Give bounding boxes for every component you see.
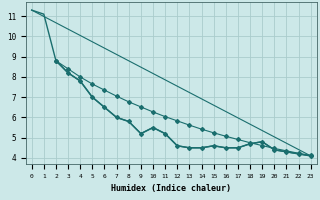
X-axis label: Humidex (Indice chaleur): Humidex (Indice chaleur) xyxy=(111,184,231,193)
